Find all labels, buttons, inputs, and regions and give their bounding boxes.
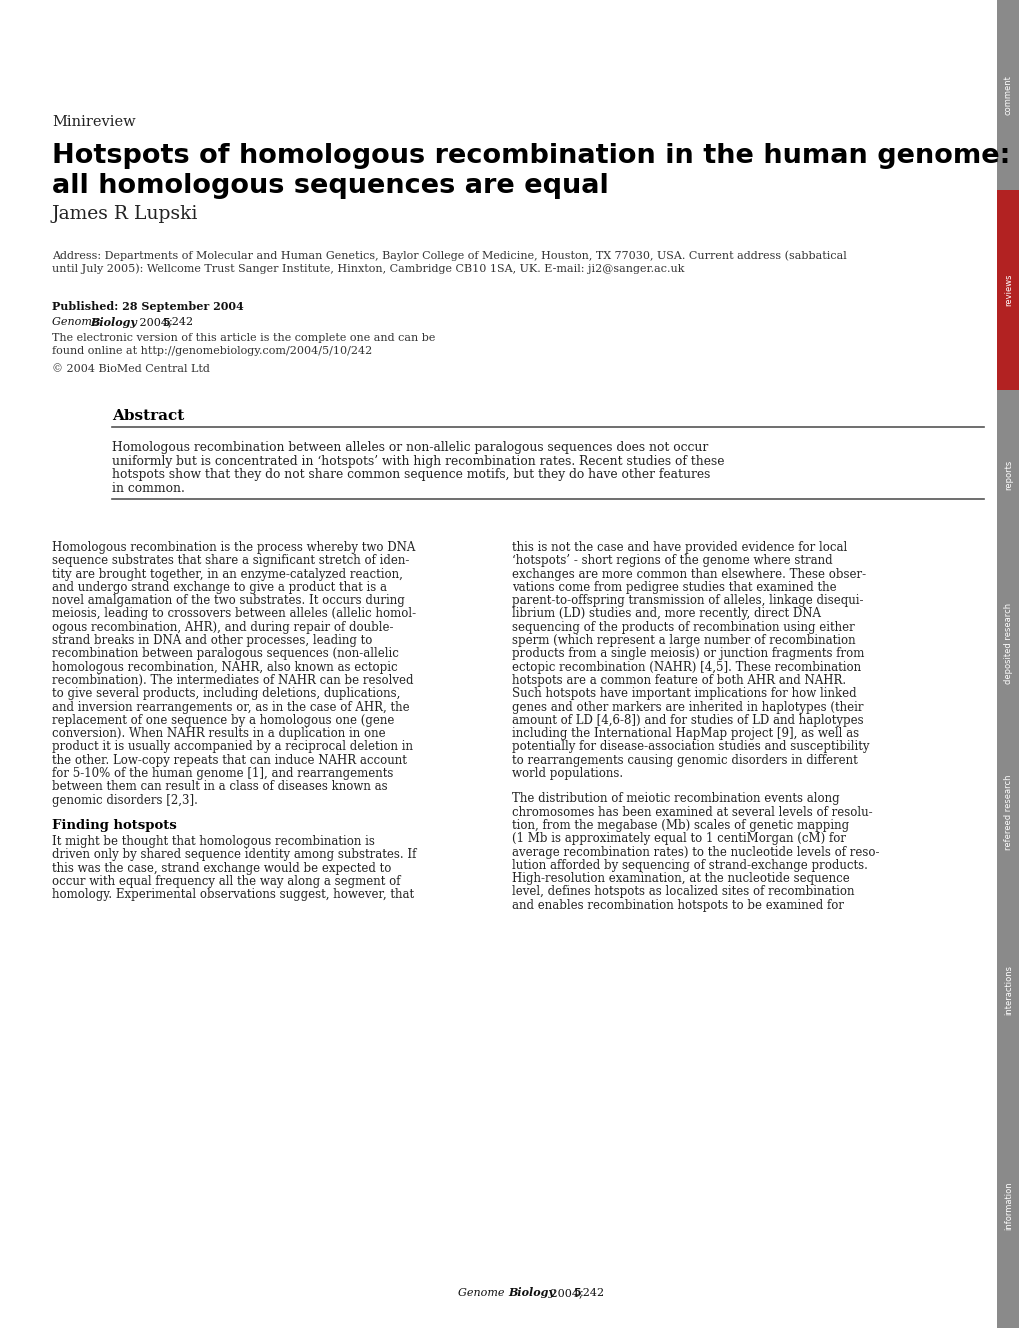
Text: Such hotspots have important implications for how linked: Such hotspots have important implication… bbox=[512, 688, 856, 700]
Text: Address: Departments of Molecular and Human Genetics, Baylor College of Medicine: Address: Departments of Molecular and Hu… bbox=[52, 250, 846, 260]
Text: recombination between paralogous sequences (non-allelic: recombination between paralogous sequenc… bbox=[52, 647, 398, 660]
Text: sperm (which represent a large number of recombination: sperm (which represent a large number of… bbox=[512, 633, 855, 647]
Text: replacement of one sequence by a homologous one (gene: replacement of one sequence by a homolog… bbox=[52, 714, 394, 726]
Text: refereed research: refereed research bbox=[1003, 774, 1012, 850]
Text: lution afforded by sequencing of strand-exchange products.: lution afforded by sequencing of strand-… bbox=[512, 859, 867, 872]
Bar bbox=[996, 728, 1019, 896]
Text: 5: 5 bbox=[573, 1287, 580, 1297]
Text: tity are brought together, in an enzyme-catalyzed reaction,: tity are brought together, in an enzyme-… bbox=[52, 567, 403, 580]
Text: reports: reports bbox=[1003, 459, 1012, 490]
Text: Genome: Genome bbox=[52, 317, 102, 327]
Text: to give several products, including deletions, duplications,: to give several products, including dele… bbox=[52, 688, 400, 700]
Text: Finding hotspots: Finding hotspots bbox=[52, 819, 176, 833]
Text: genes and other markers are inherited in haplotypes (their: genes and other markers are inherited in… bbox=[512, 701, 863, 713]
Text: librium (LD) studies and, more recently, direct DNA: librium (LD) studies and, more recently,… bbox=[512, 607, 820, 620]
Text: vations come from pedigree studies that examined the: vations come from pedigree studies that … bbox=[512, 580, 836, 594]
Text: sequencing of the products of recombination using either: sequencing of the products of recombinat… bbox=[512, 620, 854, 633]
Text: (1 Mb is approximately equal to 1 centiMorgan (cM) for: (1 Mb is approximately equal to 1 centiM… bbox=[512, 833, 845, 846]
Text: this is not the case and have provided evidence for local: this is not the case and have provided e… bbox=[512, 540, 847, 554]
Text: to rearrangements causing genomic disorders in different: to rearrangements causing genomic disord… bbox=[512, 754, 857, 766]
Text: uniformly but is concentrated in ‘hotspots’ with high recombination rates. Recen: uniformly but is concentrated in ‘hotspo… bbox=[112, 454, 723, 467]
Text: Hotspots of homologous recombination in the human genome: not: Hotspots of homologous recombination in … bbox=[52, 143, 1019, 169]
Text: The distribution of meiotic recombination events along: The distribution of meiotic recombinatio… bbox=[512, 793, 839, 805]
Text: conversion). When NAHR results in a duplication in one: conversion). When NAHR results in a dupl… bbox=[52, 728, 385, 740]
Text: reviews: reviews bbox=[1003, 274, 1012, 307]
Text: It might be thought that homologous recombination is: It might be thought that homologous reco… bbox=[52, 835, 375, 849]
Text: ogous recombination, AHR), and during repair of double-: ogous recombination, AHR), and during re… bbox=[52, 620, 393, 633]
Text: and undergo strand exchange to give a product that is a: and undergo strand exchange to give a pr… bbox=[52, 580, 386, 594]
Text: in common.: in common. bbox=[112, 482, 184, 494]
Text: sequence substrates that share a significant stretch of iden-: sequence substrates that share a signifi… bbox=[52, 554, 409, 567]
Text: :242: :242 bbox=[580, 1288, 604, 1297]
Text: The electronic version of this article is the complete one and can be: The electronic version of this article i… bbox=[52, 333, 435, 343]
Text: world populations.: world populations. bbox=[512, 768, 623, 780]
Text: products from a single meiosis) or junction fragments from: products from a single meiosis) or junct… bbox=[512, 647, 863, 660]
Text: product it is usually accompanied by a reciprocal deletion in: product it is usually accompanied by a r… bbox=[52, 741, 413, 753]
Text: homology. Experimental observations suggest, however, that: homology. Experimental observations sugg… bbox=[52, 888, 414, 902]
Text: Homologous recombination between alleles or non-allelic paralogous sequences doe: Homologous recombination between alleles… bbox=[112, 441, 707, 454]
Text: James R Lupski: James R Lupski bbox=[52, 205, 198, 223]
Text: chromosomes has been examined at several levels of resolu-: chromosomes has been examined at several… bbox=[512, 806, 872, 818]
Text: 2004,: 2004, bbox=[546, 1288, 586, 1297]
Text: ectopic recombination (NAHR) [4,5]. These recombination: ectopic recombination (NAHR) [4,5]. Thes… bbox=[512, 661, 860, 673]
Text: potentially for disease-association studies and susceptibility: potentially for disease-association stud… bbox=[512, 741, 868, 753]
Text: exchanges are more common than elsewhere. These obser-: exchanges are more common than elsewhere… bbox=[512, 567, 865, 580]
Text: meiosis, leading to crossovers between alleles (allelic homol-: meiosis, leading to crossovers between a… bbox=[52, 607, 416, 620]
Text: 5: 5 bbox=[162, 317, 169, 328]
Text: Biology: Biology bbox=[90, 317, 137, 328]
Text: and enables recombination hotspots to be examined for: and enables recombination hotspots to be… bbox=[512, 899, 843, 912]
Text: 2004,: 2004, bbox=[136, 317, 175, 327]
Text: deposited research: deposited research bbox=[1003, 603, 1012, 684]
Text: strand breaks in DNA and other processes, leading to: strand breaks in DNA and other processes… bbox=[52, 633, 372, 647]
Text: Biology: Biology bbox=[507, 1287, 554, 1297]
Text: amount of LD [4,6-8]) and for studies of LD and haplotypes: amount of LD [4,6-8]) and for studies of… bbox=[512, 714, 863, 726]
Text: driven only by shared sequence identity among substrates. If: driven only by shared sequence identity … bbox=[52, 849, 416, 862]
Text: parent-to-offspring transmission of alleles, linkage disequi-: parent-to-offspring transmission of alle… bbox=[512, 594, 863, 607]
Bar bbox=[996, 896, 1019, 1084]
Bar bbox=[996, 390, 1019, 559]
Text: until July 2005): Wellcome Trust Sanger Institute, Hinxton, Cambridge CB10 1SA, : until July 2005): Wellcome Trust Sanger … bbox=[52, 263, 684, 274]
Text: interactions: interactions bbox=[1003, 965, 1012, 1015]
Text: this was the case, strand exchange would be expected to: this was the case, strand exchange would… bbox=[52, 862, 391, 875]
Text: © 2004 BioMed Central Ltd: © 2004 BioMed Central Ltd bbox=[52, 364, 210, 374]
Text: occur with equal frequency all the way along a segment of: occur with equal frequency all the way a… bbox=[52, 875, 400, 888]
Bar bbox=[996, 190, 1019, 390]
Text: :242: :242 bbox=[169, 317, 194, 327]
Bar bbox=[996, 0, 1019, 190]
Text: hotspots are a common feature of both AHR and NAHR.: hotspots are a common feature of both AH… bbox=[512, 675, 846, 687]
Text: for 5-10% of the human genome [1], and rearrangements: for 5-10% of the human genome [1], and r… bbox=[52, 768, 393, 780]
Text: High-resolution examination, at the nucleotide sequence: High-resolution examination, at the nucl… bbox=[512, 872, 849, 886]
Text: ‘hotspots’ - short regions of the genome where strand: ‘hotspots’ - short regions of the genome… bbox=[512, 554, 832, 567]
Text: Published: 28 September 2004: Published: 28 September 2004 bbox=[52, 301, 244, 312]
Text: comment: comment bbox=[1003, 74, 1012, 116]
Text: hotspots show that they do not share common sequence motifs, but they do have ot: hotspots show that they do not share com… bbox=[112, 467, 709, 481]
Text: homologous recombination, NAHR, also known as ectopic: homologous recombination, NAHR, also kno… bbox=[52, 661, 397, 673]
Text: and inversion rearrangements or, as in the case of AHR, the: and inversion rearrangements or, as in t… bbox=[52, 701, 410, 713]
Text: novel amalgamation of the two substrates. It occurs during: novel amalgamation of the two substrates… bbox=[52, 594, 405, 607]
Text: Homologous recombination is the process whereby two DNA: Homologous recombination is the process … bbox=[52, 540, 415, 554]
Text: the other. Low-copy repeats that can induce NAHR account: the other. Low-copy repeats that can ind… bbox=[52, 754, 407, 766]
Text: level, defines hotspots as localized sites of recombination: level, defines hotspots as localized sit… bbox=[512, 886, 854, 899]
Text: tion, from the megabase (Mb) scales of genetic mapping: tion, from the megabase (Mb) scales of g… bbox=[512, 819, 848, 833]
Text: genomic disorders [2,3].: genomic disorders [2,3]. bbox=[52, 794, 198, 806]
Bar bbox=[996, 1084, 1019, 1328]
Bar bbox=[996, 559, 1019, 728]
Text: all homologous sequences are equal: all homologous sequences are equal bbox=[52, 173, 608, 199]
Text: recombination). The intermediates of NAHR can be resolved: recombination). The intermediates of NAH… bbox=[52, 675, 413, 687]
Text: average recombination rates) to the nucleotide levels of reso-: average recombination rates) to the nucl… bbox=[512, 846, 878, 859]
Text: between them can result in a class of diseases known as: between them can result in a class of di… bbox=[52, 781, 387, 793]
Text: Genome: Genome bbox=[458, 1288, 507, 1297]
Text: including the International HapMap project [9], as well as: including the International HapMap proje… bbox=[512, 728, 858, 740]
Text: found online at http://genomebiology.com/2004/5/10/242: found online at http://genomebiology.com… bbox=[52, 347, 372, 356]
Text: Minireview: Minireview bbox=[52, 116, 136, 129]
Text: information: information bbox=[1003, 1182, 1012, 1230]
Text: Abstract: Abstract bbox=[112, 409, 184, 424]
